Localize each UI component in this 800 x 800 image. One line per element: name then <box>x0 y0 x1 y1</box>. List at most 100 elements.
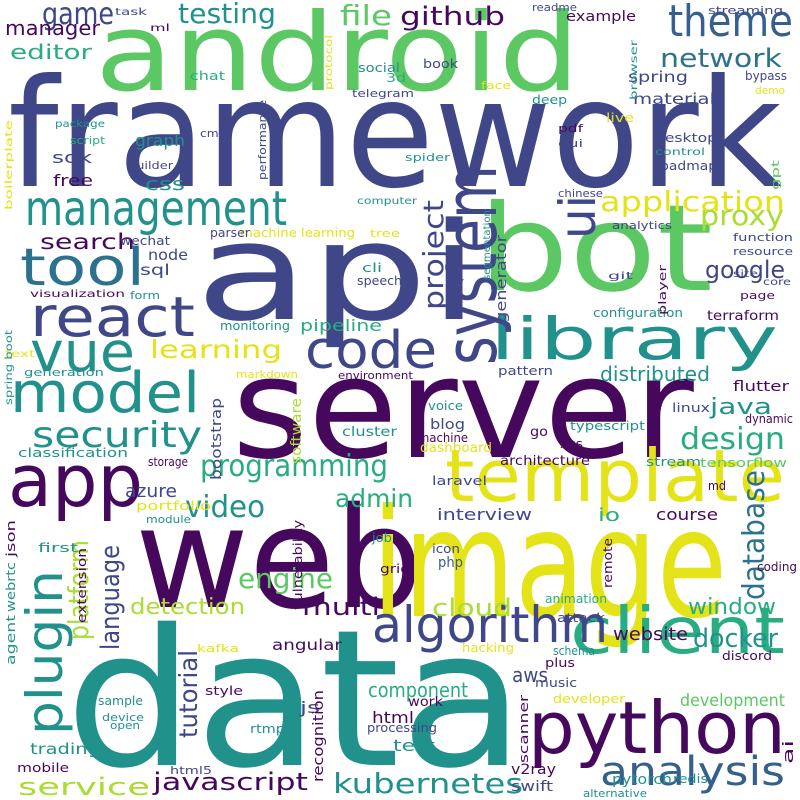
word-processing: processing <box>367 721 437 735</box>
word-language: language <box>96 545 126 650</box>
word-site: site <box>733 269 758 280</box>
word-open: open <box>110 719 141 732</box>
word-docker: docker <box>693 624 778 654</box>
word-developer: developer <box>553 692 625 706</box>
word-bot: bot <box>478 180 713 319</box>
word-file: file <box>340 0 392 32</box>
word-aws: aws <box>512 663 549 687</box>
word-classification: classification <box>18 446 128 460</box>
word-deep: deep <box>532 93 568 107</box>
word-dynamic: dynamic <box>745 412 793 426</box>
word-tree: tree <box>370 227 401 240</box>
word-control: control <box>655 147 705 158</box>
word-module: module <box>146 513 191 526</box>
word-chinese: chinese <box>558 187 603 200</box>
word-server: server <box>232 328 694 491</box>
word-job: job <box>372 531 392 545</box>
word-spring: spring <box>628 68 689 86</box>
word-book: book <box>423 57 459 71</box>
word-course: course <box>656 505 718 524</box>
word-tool: tool <box>20 238 145 298</box>
word-video: video <box>185 490 265 525</box>
word-builder: builder <box>128 159 174 172</box>
word-app: app <box>8 439 143 523</box>
word-remote: remote <box>601 538 615 588</box>
word-cloud: cloud <box>432 594 513 622</box>
word-react: react <box>30 285 195 349</box>
word-library: library <box>490 305 778 373</box>
word-recognition: recognition <box>311 689 327 782</box>
word-laravel: laravel <box>432 474 487 488</box>
word-speech: speech <box>357 274 402 288</box>
word-framework: framework <box>8 48 782 222</box>
word-window: window <box>688 595 776 620</box>
word-free: free <box>53 171 94 190</box>
word-sql: sql <box>140 261 170 279</box>
word-java: java <box>710 395 773 420</box>
word-icon: icon <box>432 542 461 556</box>
word-image: image <box>372 478 728 652</box>
word-package: package <box>55 119 105 130</box>
word-distributed: distributed <box>600 362 711 386</box>
word-bootstrap: bootstrap <box>209 397 225 480</box>
word-python: python <box>528 686 786 770</box>
word-web: web <box>135 478 424 641</box>
word-json: json <box>4 520 18 557</box>
word-3d: 3d <box>386 71 406 85</box>
word-desktop: desktop <box>655 131 717 145</box>
word-testing: testing <box>178 0 276 30</box>
word-io: io <box>598 505 621 526</box>
word-chat: chat <box>190 69 226 83</box>
word-programming: programming <box>200 449 388 484</box>
word-voice: voice <box>428 399 464 413</box>
word-player: player <box>656 265 669 315</box>
word-wechat: wechat <box>120 234 170 248</box>
word-protocol: protocol <box>324 35 335 90</box>
word-trading: trading <box>30 740 100 758</box>
word-editor: editor <box>10 40 92 64</box>
word-network: network <box>660 44 782 74</box>
word-style: style <box>205 684 243 698</box>
word-extension: extension <box>75 548 89 623</box>
word-ui: ui <box>549 195 607 239</box>
word-analytics: analytics <box>612 219 672 232</box>
word-generation: generation <box>24 366 104 379</box>
word-software: software <box>289 397 305 464</box>
word-kafka: kafka <box>197 642 239 655</box>
word-terraform: terraform <box>707 309 779 324</box>
word-environment: environment <box>338 369 413 382</box>
word-development: development <box>680 691 785 711</box>
word-website: website <box>613 624 689 645</box>
word-xss: xss <box>560 437 584 451</box>
word-api: api <box>195 194 481 351</box>
word-azure: azure <box>125 481 178 502</box>
word-node: node <box>148 246 188 264</box>
word-database: database <box>737 469 772 600</box>
word-animation: animation <box>545 592 608 606</box>
word-face: face <box>481 79 511 92</box>
word-scanner: scanner <box>517 694 531 763</box>
word-template: template <box>445 434 785 518</box>
word-project: project <box>417 199 450 310</box>
word-grid: grid <box>380 562 411 576</box>
word-typescript: typescript <box>570 419 646 433</box>
word-gui: gui <box>558 137 583 150</box>
word-readme: readme <box>532 1 578 14</box>
word-css: css <box>145 174 186 195</box>
word-interview: interview <box>437 505 533 524</box>
word-computer: computer <box>357 196 418 207</box>
word-live: live <box>606 111 634 125</box>
word-swift: swift <box>511 779 553 795</box>
word-example: example <box>566 9 637 25</box>
word-boilerplate: boilerplate <box>4 120 15 210</box>
word-discord: discord <box>722 649 773 663</box>
word-management: management <box>25 181 288 237</box>
word-dashboard: dashboard <box>420 441 493 456</box>
word-resource: resource <box>733 245 793 258</box>
word-stream: stream <box>646 455 702 469</box>
word-spider: spider <box>405 151 451 164</box>
word-mobile: mobile <box>17 761 70 775</box>
word-webrtc: webrtc <box>4 561 18 612</box>
word-model: model <box>10 361 201 426</box>
